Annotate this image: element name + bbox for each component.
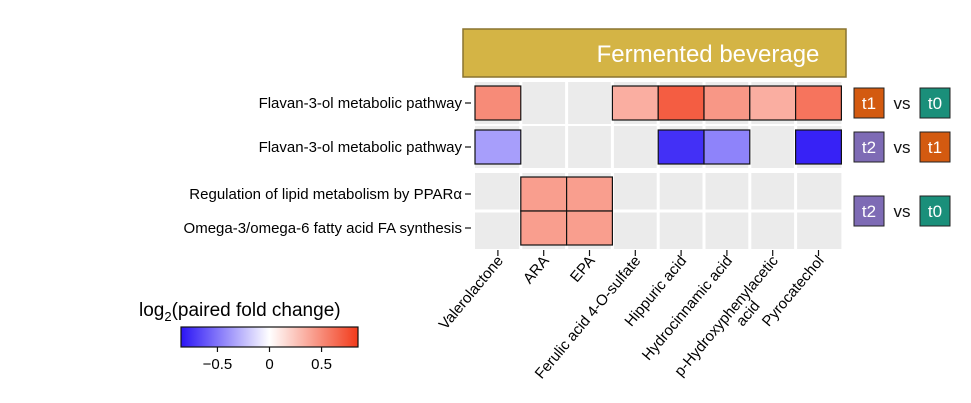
column-label-line: Valerolactone (436, 253, 507, 333)
colorbar-tick-label: −0.5 (203, 356, 233, 373)
heatmap-cell (703, 129, 751, 165)
heatmap-cell (474, 85, 522, 121)
banner-title: Fermented beverage (597, 41, 820, 68)
column-label: Valerolactone (436, 253, 507, 333)
comparison-left-box (853, 131, 885, 163)
row-label: Regulation of lipid metabolism by PPARα (189, 186, 462, 203)
colorbar-tick-label: 0 (265, 356, 273, 373)
banner: Fermented beverage (462, 28, 847, 78)
heatmap-cell (703, 85, 751, 121)
heatmap-cell (611, 85, 659, 121)
comparison-right-label: t1 (928, 138, 942, 157)
comparison-left-label: t2 (862, 202, 876, 221)
heatmap-cell (749, 85, 797, 121)
comparison-right-box (919, 87, 951, 119)
heatmap-cell (520, 176, 568, 212)
comparison-left-box (853, 195, 885, 227)
heatmap-cell (565, 176, 613, 212)
comparison-vs-label: vs (894, 138, 911, 157)
heatmap-cell (794, 85, 842, 121)
row-label: Flavan-3-ol metabolic pathway (259, 95, 463, 112)
colorbar-title-prefix: log (139, 300, 164, 321)
heatmap-cell (474, 129, 522, 165)
comparison-badges: t1 vs t0 t2 vs t1 t2 vs t0 (853, 87, 951, 227)
column-label: EPA (567, 253, 599, 286)
comparison-left-label: t2 (862, 138, 876, 157)
column-label: ARA (520, 253, 553, 288)
column-label-line: EPA (567, 253, 599, 286)
banner-box (462, 28, 847, 78)
comparison-left-box (853, 87, 885, 119)
colorbar-title-suffix: (paired fold change) (172, 300, 341, 321)
comparison-vs-label: vs (894, 202, 911, 221)
column-label-line: ARA (520, 253, 553, 288)
heatmap-cell (565, 210, 613, 246)
heatmap-cell (794, 129, 842, 165)
colorbar-title-sub: 2 (164, 309, 171, 324)
colorbar-gradient (180, 326, 359, 348)
heatmap-cell (657, 129, 705, 165)
heatmap-panels (474, 82, 842, 249)
comparison-right-box (919, 131, 951, 163)
row-label: Omega-3/omega-6 fatty acid FA synthesis (184, 220, 462, 237)
row-labels: Flavan-3-ol metabolic pathway Flavan-3-ol… (184, 95, 471, 237)
colorbar-tick-label: 0.5 (311, 356, 332, 373)
colorbar: log2(paired fold change) −0.5 0 0.5 (139, 300, 359, 373)
heatmap-cell (657, 85, 705, 121)
row-label: Flavan-3-ol metabolic pathway (259, 139, 463, 156)
comparison-left-label: t1 (862, 94, 876, 113)
colorbar-title: log2(paired fold change) (139, 300, 341, 324)
comparison-vs-label: vs (894, 94, 911, 113)
comparison-right-label: t0 (928, 202, 942, 221)
comparison-right-box (919, 195, 951, 227)
comparison-right-label: t0 (928, 94, 942, 113)
heatmap-cell (520, 210, 568, 246)
